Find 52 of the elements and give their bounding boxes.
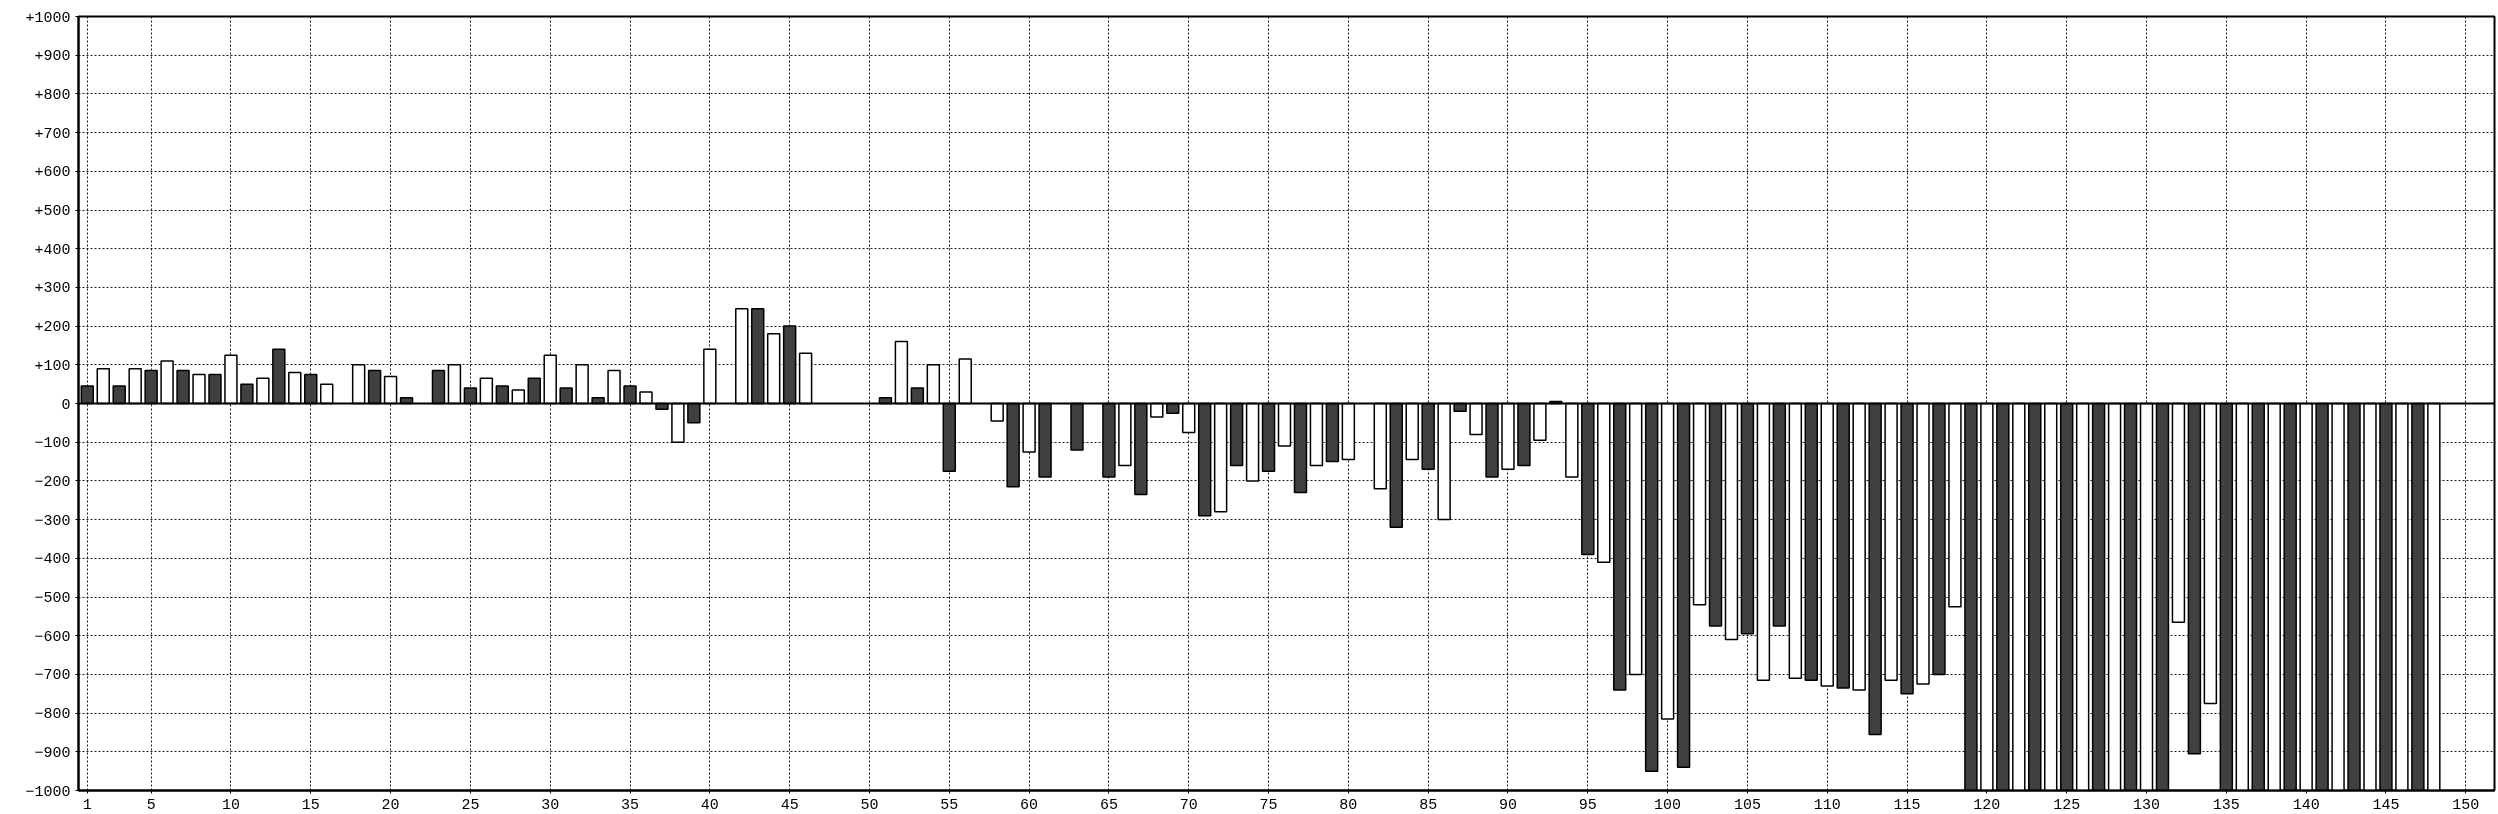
x-tick-label: 75	[1259, 796, 1278, 814]
y-tick-label: −600	[34, 628, 71, 646]
x-tick-label: 135	[2212, 796, 2240, 814]
x-tick-label: 150	[2452, 796, 2480, 814]
x-tick-label: 10	[221, 796, 240, 814]
x-tick-label: 35	[621, 796, 640, 814]
y-tick-label: 0	[61, 396, 71, 414]
x-tick-label: 55	[940, 796, 959, 814]
x-tick-label: 90	[1498, 796, 1517, 814]
y-tick-label: −100	[34, 435, 71, 453]
y-tick-label: −500	[34, 590, 71, 607]
y-tick-label: −700	[34, 667, 71, 685]
x-tick-label: 80	[1339, 796, 1358, 814]
x-tick-label: 110	[1813, 796, 1841, 814]
y-tick-label: +800	[34, 86, 71, 104]
x-tick-label: 140	[2292, 796, 2320, 814]
y-tick-label: +100	[34, 357, 71, 375]
x-tick-label: 120	[1973, 796, 2001, 814]
x-tick-label: 115	[1893, 796, 1921, 814]
y-tick-label: −1000	[25, 783, 71, 801]
x-tick-label: 145	[2372, 796, 2400, 814]
x-tick-label: 5	[146, 796, 156, 814]
x-tick-label: 130	[2133, 796, 2161, 814]
x-tick-label: 105	[1733, 796, 1761, 814]
y-tick-label: +300	[34, 280, 71, 298]
y-tick-label: −800	[34, 706, 71, 724]
x-tick-label: 30	[541, 796, 560, 814]
y-tick-label: +600	[34, 164, 71, 182]
x-tick-label: 70	[1179, 796, 1198, 814]
x-tick-label: 25	[461, 796, 480, 814]
x-tick-label: 15	[301, 796, 320, 814]
y-tick-label: +400	[34, 241, 71, 259]
y-tick-label: −900	[34, 744, 71, 762]
x-tick-label: 60	[1020, 796, 1039, 814]
y-tick-label: +200	[34, 319, 71, 337]
x-tick-label: 95	[1578, 796, 1597, 814]
x-tick-label: 125	[2053, 796, 2081, 814]
x-tick-label: 50	[860, 796, 879, 814]
x-tick-label: 20	[381, 796, 400, 814]
y-tick-label: +700	[34, 125, 71, 143]
x-tick-label: 45	[780, 796, 799, 814]
x-tick-label: 100	[1654, 796, 1682, 814]
y-tick-label: +900	[34, 48, 71, 66]
x-tick-label: 40	[700, 796, 719, 814]
y-tick-label: +1000	[25, 9, 71, 27]
y-tick-label: −200	[34, 473, 71, 491]
y-tick-label: −400	[34, 551, 71, 569]
x-tick-label: 65	[1099, 796, 1118, 814]
x-tick-label: 85	[1419, 796, 1438, 814]
x-tick-label: 1	[82, 796, 92, 814]
y-tick-label: −300	[34, 512, 71, 530]
y-tick-label: +500	[34, 203, 71, 220]
